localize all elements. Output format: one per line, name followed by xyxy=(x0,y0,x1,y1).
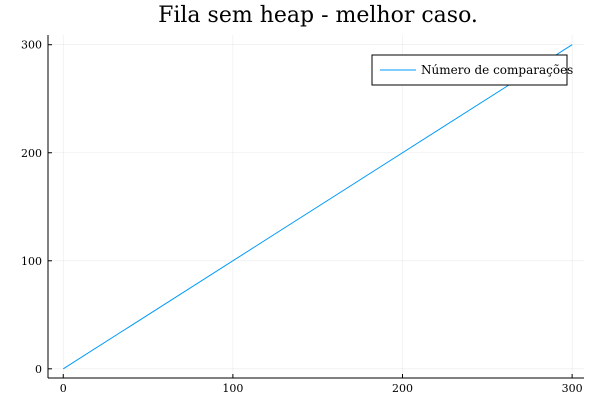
ticks: 0 100 200 300 0 100 200 300 xyxy=(21,39,583,395)
axes xyxy=(47,35,584,379)
chart-title: Fila sem heap - melhor caso. xyxy=(158,3,478,28)
y-tick-label: 0 xyxy=(35,363,42,376)
series-line xyxy=(62,44,573,370)
series xyxy=(62,44,573,370)
x-tick-label: 200 xyxy=(392,382,413,395)
x-tick-label: 0 xyxy=(60,382,67,395)
y-tick-label: 100 xyxy=(21,255,42,268)
y-tick-label: 300 xyxy=(21,39,42,52)
y-tick-label: 200 xyxy=(21,147,42,160)
legend-label: Número de comparações xyxy=(421,63,573,77)
x-tick-label: 100 xyxy=(222,382,243,395)
legend: Número de comparações xyxy=(371,54,573,86)
x-tick-label: 300 xyxy=(562,382,583,395)
grid xyxy=(48,35,584,378)
